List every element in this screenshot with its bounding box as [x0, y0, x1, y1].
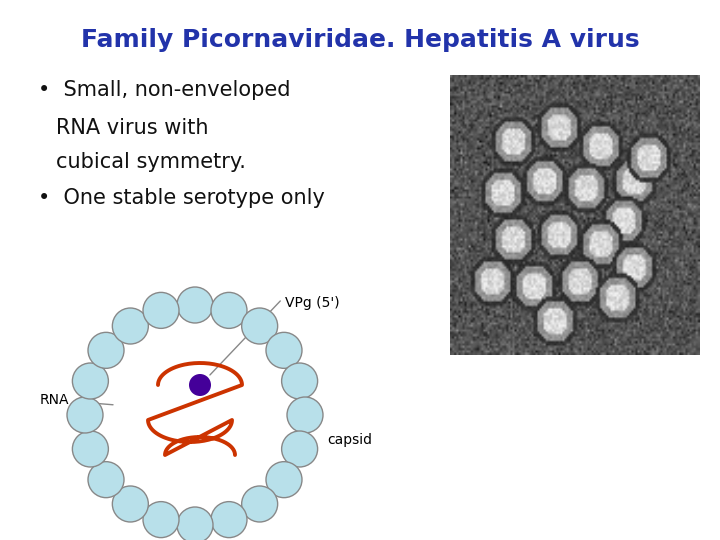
Circle shape	[88, 332, 124, 368]
Circle shape	[177, 287, 213, 323]
Circle shape	[282, 431, 318, 467]
Circle shape	[177, 507, 213, 540]
Circle shape	[88, 462, 124, 498]
Circle shape	[143, 502, 179, 538]
Circle shape	[287, 397, 323, 433]
Circle shape	[242, 486, 278, 522]
Text: cubical symmetry.: cubical symmetry.	[56, 152, 246, 172]
Text: VPg (5'): VPg (5')	[210, 296, 340, 375]
Circle shape	[266, 332, 302, 368]
Circle shape	[143, 292, 179, 328]
Circle shape	[211, 292, 247, 328]
Text: •  One stable serotype only: • One stable serotype only	[38, 188, 325, 208]
Text: RNA virus with: RNA virus with	[56, 118, 209, 138]
Circle shape	[112, 486, 148, 522]
Circle shape	[112, 308, 148, 344]
Text: RNA: RNA	[40, 393, 113, 407]
Circle shape	[242, 308, 278, 344]
Circle shape	[73, 363, 109, 399]
Text: •  Small, non-enveloped: • Small, non-enveloped	[38, 80, 290, 100]
Circle shape	[211, 502, 247, 538]
Circle shape	[67, 397, 103, 433]
Circle shape	[73, 431, 109, 467]
Text: capsid: capsid	[327, 433, 372, 447]
Circle shape	[105, 325, 285, 505]
Circle shape	[189, 374, 211, 396]
Text: Family Picornaviridae. Hepatitis A virus: Family Picornaviridae. Hepatitis A virus	[81, 28, 639, 52]
Circle shape	[266, 462, 302, 498]
Circle shape	[282, 363, 318, 399]
